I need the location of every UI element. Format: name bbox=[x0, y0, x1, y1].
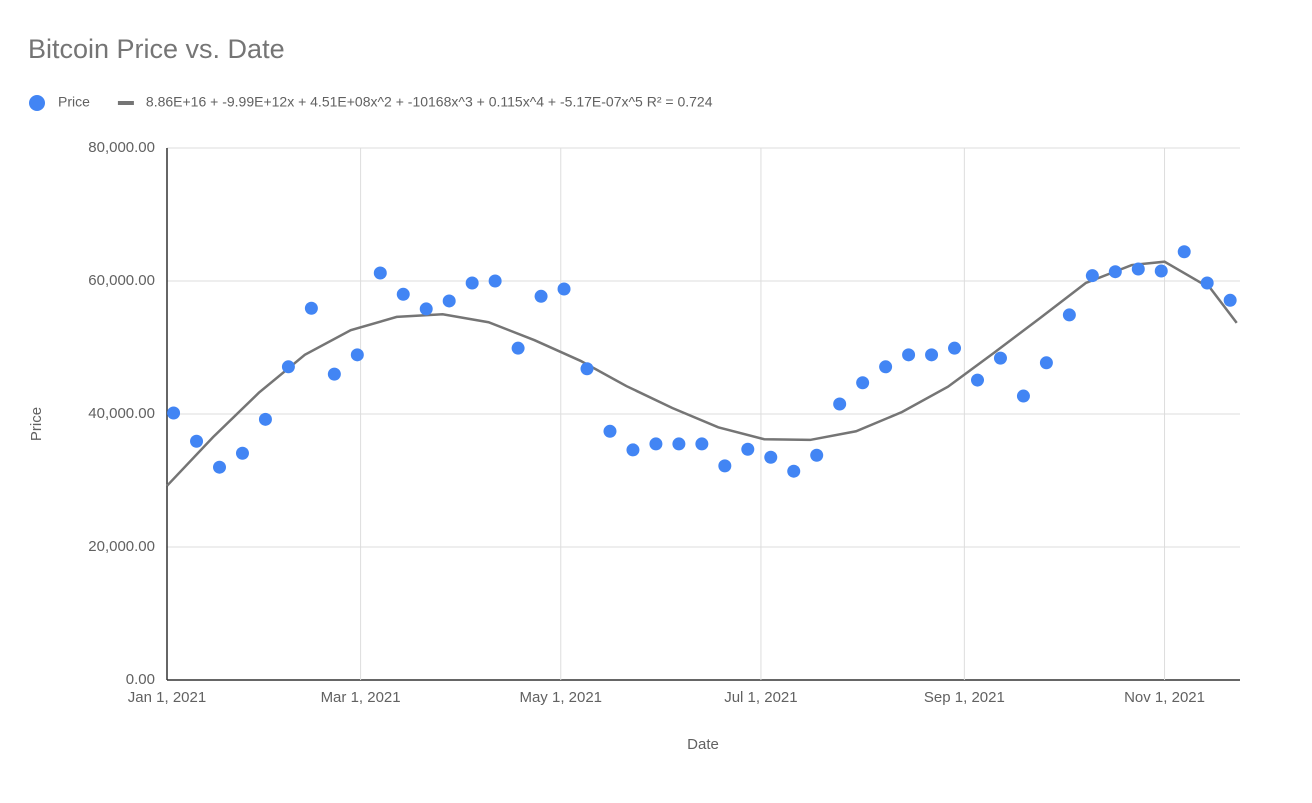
point bbox=[718, 459, 732, 473]
point bbox=[948, 341, 962, 355]
y-tick-label: 60,000.00 bbox=[88, 272, 155, 289]
point bbox=[281, 360, 295, 374]
point bbox=[1039, 356, 1053, 370]
point bbox=[488, 274, 502, 288]
y-tick-label: 40,000.00 bbox=[88, 405, 155, 422]
point bbox=[993, 351, 1007, 365]
point bbox=[626, 443, 640, 457]
point bbox=[396, 287, 410, 301]
point bbox=[902, 348, 916, 362]
x-tick-label: Sep 1, 2021 bbox=[924, 689, 1005, 706]
point bbox=[1223, 293, 1237, 307]
point bbox=[1016, 389, 1030, 403]
legend-label: Price bbox=[58, 94, 90, 110]
point bbox=[764, 450, 778, 464]
point bbox=[511, 341, 525, 355]
point bbox=[1131, 262, 1145, 276]
point bbox=[442, 294, 456, 308]
point bbox=[1062, 308, 1076, 322]
trendline bbox=[166, 260, 1238, 487]
x-tick-label: Jan 1, 2021 bbox=[128, 689, 206, 706]
point bbox=[534, 289, 548, 303]
x-axis-label: Date bbox=[687, 736, 719, 753]
point bbox=[350, 348, 364, 362]
point bbox=[695, 437, 709, 451]
point bbox=[213, 460, 227, 474]
y-tick-label: 0.00 bbox=[126, 671, 155, 688]
point bbox=[1108, 265, 1122, 279]
chart-title: Bitcoin Price vs. Date bbox=[28, 34, 285, 64]
legend-label: 8.86E+16 + -9.99E+12x + 4.51E+08x^2 + -1… bbox=[146, 94, 713, 110]
x-tick-label: Jul 1, 2021 bbox=[724, 689, 797, 706]
point bbox=[1085, 269, 1099, 283]
point bbox=[1154, 264, 1168, 278]
x-tick-label: Mar 1, 2021 bbox=[321, 689, 401, 706]
y-tick-label: 80,000.00 bbox=[88, 139, 155, 156]
point bbox=[925, 348, 939, 362]
point bbox=[833, 397, 847, 411]
point bbox=[1177, 245, 1191, 259]
point bbox=[603, 424, 617, 438]
point bbox=[304, 301, 318, 315]
point bbox=[190, 434, 204, 448]
point bbox=[373, 266, 387, 280]
point bbox=[258, 412, 272, 426]
x-tick-label: Nov 1, 2021 bbox=[1124, 689, 1205, 706]
point bbox=[856, 376, 870, 390]
point bbox=[970, 373, 984, 387]
x-tick-label: May 1, 2021 bbox=[519, 689, 602, 706]
point bbox=[235, 446, 249, 460]
point bbox=[672, 437, 686, 451]
point bbox=[419, 302, 433, 316]
y-axis-label: Price bbox=[28, 407, 45, 441]
point bbox=[879, 360, 893, 374]
y-tick-label: 20,000.00 bbox=[88, 538, 155, 555]
point bbox=[167, 406, 181, 420]
legend-swatch bbox=[29, 95, 45, 111]
point bbox=[557, 282, 571, 296]
point bbox=[741, 442, 755, 456]
point bbox=[649, 437, 663, 451]
point bbox=[810, 448, 824, 462]
point bbox=[580, 362, 594, 376]
point bbox=[465, 276, 479, 290]
point bbox=[327, 367, 341, 381]
point bbox=[787, 464, 801, 478]
point bbox=[1200, 276, 1214, 290]
